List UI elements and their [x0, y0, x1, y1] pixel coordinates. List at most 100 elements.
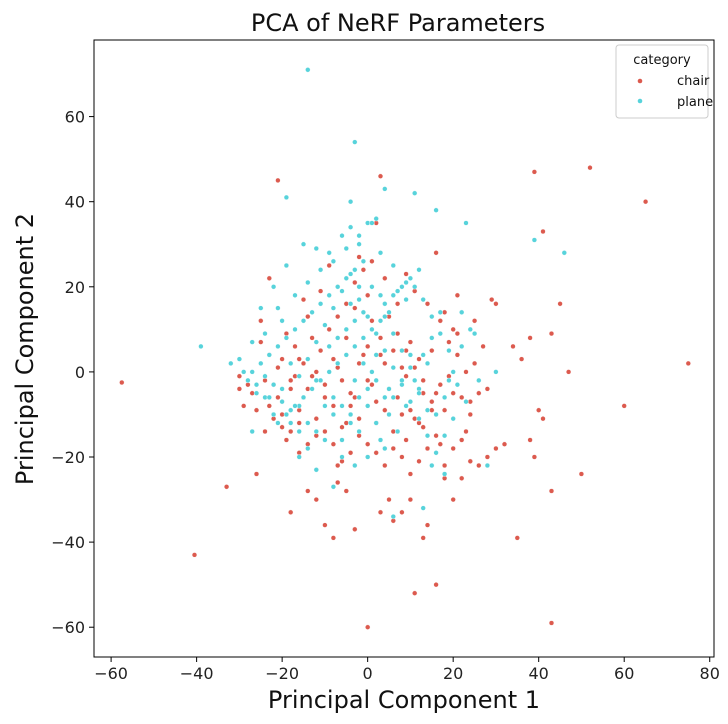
point-plane-164 — [412, 377, 418, 384]
point-chair-21 — [386, 497, 392, 503]
point-chair-113 — [382, 275, 388, 281]
point-chair-108 — [236, 373, 243, 379]
point-plane-119 — [283, 411, 290, 418]
point-chair-174 — [339, 377, 345, 384]
point-chair-182 — [352, 394, 358, 401]
point-plane-126 — [330, 258, 337, 264]
point-plane-155 — [296, 428, 302, 435]
point-plane-156 — [288, 420, 294, 426]
y-tick-label--60: −60 — [51, 618, 85, 637]
point-plane-167 — [437, 309, 443, 315]
point-plane-132 — [420, 297, 426, 303]
point-chair-35 — [493, 445, 499, 452]
point-plane-107 — [386, 309, 392, 315]
point-chair-176 — [322, 394, 328, 401]
point-plane-91 — [373, 331, 379, 337]
point-chair-43 — [548, 620, 555, 626]
y-tick-label-60: 60 — [65, 108, 85, 127]
point-chair-166 — [407, 339, 414, 345]
point-plane-176 — [377, 292, 384, 298]
point-chair-112 — [365, 292, 371, 298]
point-plane-16 — [271, 411, 277, 418]
point-chair-48 — [642, 199, 649, 205]
point-chair-191 — [450, 390, 456, 396]
point-plane-57 — [348, 224, 354, 230]
point-plane-189 — [348, 301, 354, 307]
point-plane-26 — [356, 428, 362, 435]
point-chair-172 — [356, 360, 362, 367]
point-plane-12 — [228, 360, 234, 367]
point-plane-168 — [446, 377, 452, 384]
point-chair-158 — [472, 318, 478, 324]
point-plane-145 — [382, 314, 388, 320]
point-chair-9 — [288, 509, 294, 515]
point-chair-65 — [433, 250, 439, 256]
point-chair-44 — [565, 369, 572, 375]
point-plane-102 — [407, 275, 414, 281]
point-chair-53 — [557, 301, 563, 307]
point-plane-47 — [390, 513, 396, 520]
point-chair-168 — [390, 348, 396, 354]
point-plane-69 — [300, 318, 307, 324]
point-chair-141 — [305, 441, 311, 447]
legend: category chair plane — [615, 44, 713, 119]
y-tick-label--20: −20 — [51, 448, 85, 467]
point-plane-7 — [463, 220, 469, 226]
legend-marker-plane — [637, 98, 643, 104]
point-plane-90 — [365, 314, 371, 320]
point-plane-187 — [382, 394, 388, 401]
point-plane-13 — [241, 369, 247, 375]
point-chair-36 — [501, 441, 508, 447]
point-chair-40 — [536, 407, 542, 413]
point-plane-34 — [424, 360, 431, 367]
point-chair-68 — [416, 420, 422, 426]
point-chair-150 — [395, 331, 401, 337]
point-plane-169 — [360, 360, 367, 367]
point-chair-42 — [548, 488, 555, 494]
point-chair-152 — [412, 365, 418, 371]
point-chair-38 — [527, 437, 533, 443]
point-plane-84 — [313, 339, 319, 345]
point-chair-180 — [335, 462, 341, 469]
point-chair-133 — [373, 450, 379, 456]
point-plane-63 — [352, 267, 358, 273]
point-chair-84 — [339, 424, 345, 430]
point-chair-148 — [369, 258, 375, 264]
point-chair-169 — [382, 407, 388, 413]
point-chair-56 — [510, 343, 516, 350]
point-chair-165 — [416, 356, 422, 362]
point-plane-140 — [424, 407, 431, 413]
point-chair-57 — [489, 297, 495, 303]
point-chair-161 — [467, 399, 473, 405]
point-chair-50 — [531, 169, 538, 175]
point-chair-47 — [621, 403, 627, 409]
point-plane-75 — [249, 369, 255, 375]
point-chair-129 — [407, 471, 414, 477]
point-chair-119 — [446, 339, 452, 345]
point-plane-97 — [424, 433, 431, 439]
point-plane-38 — [459, 343, 465, 350]
point-plane-78 — [262, 373, 268, 379]
point-chair-193 — [318, 288, 324, 294]
point-plane-93 — [390, 365, 396, 371]
x-tick-label-40: 40 — [529, 664, 549, 683]
y-tick-label-40: 40 — [65, 193, 85, 212]
point-plane-67 — [318, 301, 324, 307]
point-chair-154 — [429, 399, 435, 405]
point-plane-62 — [360, 258, 367, 264]
point-plane-21 — [313, 377, 319, 384]
point-plane-173 — [343, 326, 349, 333]
y-tick-label-20: 20 — [65, 278, 85, 297]
point-plane-33 — [416, 386, 422, 392]
y-axis-label: Principal Component 2 — [11, 213, 39, 485]
x-tick-label-20: 20 — [443, 664, 463, 683]
point-chair-164 — [433, 390, 439, 396]
point-chair-127 — [424, 445, 431, 452]
point-plane-106 — [412, 284, 418, 290]
point-chair-184 — [377, 352, 384, 358]
point-chair-70 — [403, 437, 409, 443]
point-chair-82 — [348, 390, 354, 396]
point-plane-81 — [288, 407, 294, 413]
point-plane-9 — [561, 250, 567, 256]
